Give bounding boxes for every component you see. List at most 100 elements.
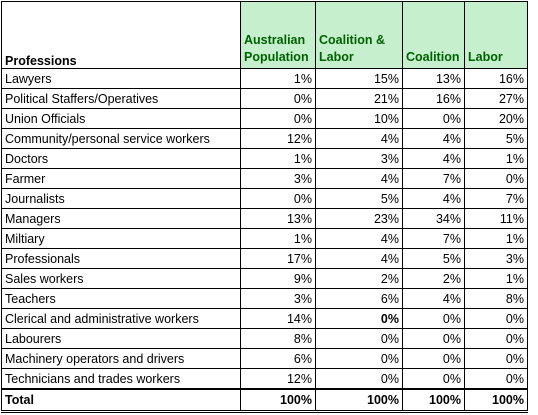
cell-australian-population[interactable]: 14% bbox=[240, 308, 316, 329]
table-row: Machinery operators and drivers 6% 0% 0%… bbox=[1, 348, 528, 369]
cell-coalition[interactable]: 13% bbox=[402, 68, 465, 89]
header-coalition-labor[interactable]: Coalition & Labor bbox=[315, 1, 403, 69]
cell-coalition-labor[interactable]: 0% bbox=[315, 308, 403, 329]
cell-coalition[interactable]: 5% bbox=[402, 248, 465, 269]
cell-labor[interactable]: 11% bbox=[464, 208, 528, 229]
cell-australian-population[interactable]: 1% bbox=[240, 68, 316, 89]
cell-labor[interactable]: 0% bbox=[464, 368, 528, 390]
table-footer: Total 100% 100% 100% 100% bbox=[1, 388, 528, 413]
cell-labor[interactable]: 0% bbox=[464, 308, 528, 329]
table-row: Community/personal service workers 12% 4… bbox=[1, 128, 528, 149]
cell-labor[interactable]: 3% bbox=[464, 248, 528, 269]
header-professions[interactable]: Professions bbox=[1, 1, 241, 69]
cell-profession[interactable]: Machinery operators and drivers bbox=[1, 348, 241, 369]
cell-australian-population[interactable]: 13% bbox=[240, 208, 316, 229]
table-row: Journalists 0% 5% 4% 7% bbox=[1, 188, 528, 209]
total-row: Total 100% 100% 100% 100% bbox=[1, 388, 528, 413]
cell-australian-population[interactable]: 0% bbox=[240, 88, 316, 109]
cell-coalition-labor[interactable]: 4% bbox=[315, 228, 403, 249]
cell-coalition-labor[interactable]: 0% bbox=[315, 328, 403, 349]
cell-profession[interactable]: Community/personal service workers bbox=[1, 128, 241, 149]
cell-coalition[interactable]: 7% bbox=[402, 228, 465, 249]
cell-profession[interactable]: Farmer bbox=[1, 168, 241, 189]
cell-coalition[interactable]: 16% bbox=[402, 88, 465, 109]
cell-labor[interactable]: 0% bbox=[464, 328, 528, 349]
cell-profession[interactable]: Clerical and administrative workers bbox=[1, 308, 241, 329]
cell-coalition-labor[interactable]: 2% bbox=[315, 268, 403, 289]
total-labor[interactable]: 100% bbox=[464, 388, 528, 413]
cell-coalition-labor[interactable]: 5% bbox=[315, 188, 403, 209]
cell-labor[interactable]: 7% bbox=[464, 188, 528, 209]
total-australian-population[interactable]: 100% bbox=[240, 388, 316, 413]
cell-labor[interactable]: 0% bbox=[464, 348, 528, 369]
header-row: Professions Australian Population Coalit… bbox=[1, 1, 528, 69]
cell-australian-population[interactable]: 12% bbox=[240, 368, 316, 390]
cell-coalition-labor[interactable]: 23% bbox=[315, 208, 403, 229]
cell-coalition[interactable]: 4% bbox=[402, 288, 465, 309]
cell-profession[interactable]: Miltiary bbox=[1, 228, 241, 249]
cell-labor[interactable]: 1% bbox=[464, 148, 528, 169]
cell-profession[interactable]: Managers bbox=[1, 208, 241, 229]
cell-labor[interactable]: 1% bbox=[464, 228, 528, 249]
cell-australian-population[interactable]: 6% bbox=[240, 348, 316, 369]
cell-profession[interactable]: Journalists bbox=[1, 188, 241, 209]
cell-profession[interactable]: Sales workers bbox=[1, 268, 241, 289]
cell-profession[interactable]: Lawyers bbox=[1, 68, 241, 89]
cell-coalition[interactable]: 7% bbox=[402, 168, 465, 189]
header-australian-population-line2: Population bbox=[244, 50, 309, 64]
header-labor[interactable]: Labor bbox=[464, 1, 528, 69]
cell-australian-population[interactable]: 8% bbox=[240, 328, 316, 349]
cell-profession[interactable]: Professionals bbox=[1, 248, 241, 269]
cell-labor[interactable]: 0% bbox=[464, 168, 528, 189]
cell-labor[interactable]: 8% bbox=[464, 288, 528, 309]
cell-profession[interactable]: Doctors bbox=[1, 148, 241, 169]
cell-coalition[interactable]: 0% bbox=[402, 348, 465, 369]
cell-coalition[interactable]: 0% bbox=[402, 328, 465, 349]
cell-australian-population[interactable]: 0% bbox=[240, 188, 316, 209]
cell-australian-population[interactable]: 3% bbox=[240, 288, 316, 309]
cell-australian-population[interactable]: 12% bbox=[240, 128, 316, 149]
header-coalition[interactable]: Coalition bbox=[402, 1, 465, 69]
cell-labor[interactable]: 1% bbox=[464, 268, 528, 289]
cell-labor[interactable]: 16% bbox=[464, 68, 528, 89]
cell-coalition[interactable]: 0% bbox=[402, 368, 465, 390]
cell-australian-population[interactable]: 1% bbox=[240, 148, 316, 169]
cell-coalition[interactable]: 34% bbox=[402, 208, 465, 229]
cell-coalition-labor[interactable]: 0% bbox=[315, 348, 403, 369]
cell-coalition-labor[interactable]: 4% bbox=[315, 248, 403, 269]
cell-coalition-labor[interactable]: 4% bbox=[315, 128, 403, 149]
header-australian-population-line1: Australian bbox=[244, 33, 306, 47]
cell-labor[interactable]: 5% bbox=[464, 128, 528, 149]
cell-australian-population[interactable]: 17% bbox=[240, 248, 316, 269]
cell-profession[interactable]: Political Staffers/Operatives bbox=[1, 88, 241, 109]
cell-profession[interactable]: Union Officials bbox=[1, 108, 241, 129]
cell-coalition-labor[interactable]: 6% bbox=[315, 288, 403, 309]
cell-coalition-labor[interactable]: 21% bbox=[315, 88, 403, 109]
cell-coalition[interactable]: 4% bbox=[402, 148, 465, 169]
total-coalition-labor[interactable]: 100% bbox=[315, 388, 403, 413]
cell-coalition-labor[interactable]: 3% bbox=[315, 148, 403, 169]
cell-labor[interactable]: 20% bbox=[464, 108, 528, 129]
cell-labor[interactable]: 27% bbox=[464, 88, 528, 109]
cell-coalition[interactable]: 2% bbox=[402, 268, 465, 289]
cell-coalition[interactable]: 0% bbox=[402, 308, 465, 329]
cell-coalition-labor[interactable]: 10% bbox=[315, 108, 403, 129]
cell-coalition-labor[interactable]: 15% bbox=[315, 68, 403, 89]
header-labor-label: Labor bbox=[468, 50, 503, 64]
cell-australian-population[interactable]: 0% bbox=[240, 108, 316, 129]
total-label[interactable]: Total bbox=[1, 388, 241, 413]
cell-coalition[interactable]: 4% bbox=[402, 128, 465, 149]
cell-coalition-labor[interactable]: 0% bbox=[315, 368, 403, 390]
cell-profession[interactable]: Labourers bbox=[1, 328, 241, 349]
cell-profession[interactable]: Teachers bbox=[1, 288, 241, 309]
cell-profession[interactable]: Technicians and trades workers bbox=[1, 368, 241, 390]
cell-coalition[interactable]: 0% bbox=[402, 108, 465, 129]
cell-australian-population[interactable]: 9% bbox=[240, 268, 316, 289]
header-australian-population[interactable]: Australian Population bbox=[240, 1, 316, 69]
total-coalition[interactable]: 100% bbox=[402, 388, 465, 413]
cell-coalition[interactable]: 4% bbox=[402, 188, 465, 209]
cell-australian-population[interactable]: 3% bbox=[240, 168, 316, 189]
cell-coalition-labor[interactable]: 4% bbox=[315, 168, 403, 189]
professions-spreadsheet: Professions Australian Population Coalit… bbox=[1, 1, 528, 413]
cell-australian-population[interactable]: 1% bbox=[240, 228, 316, 249]
